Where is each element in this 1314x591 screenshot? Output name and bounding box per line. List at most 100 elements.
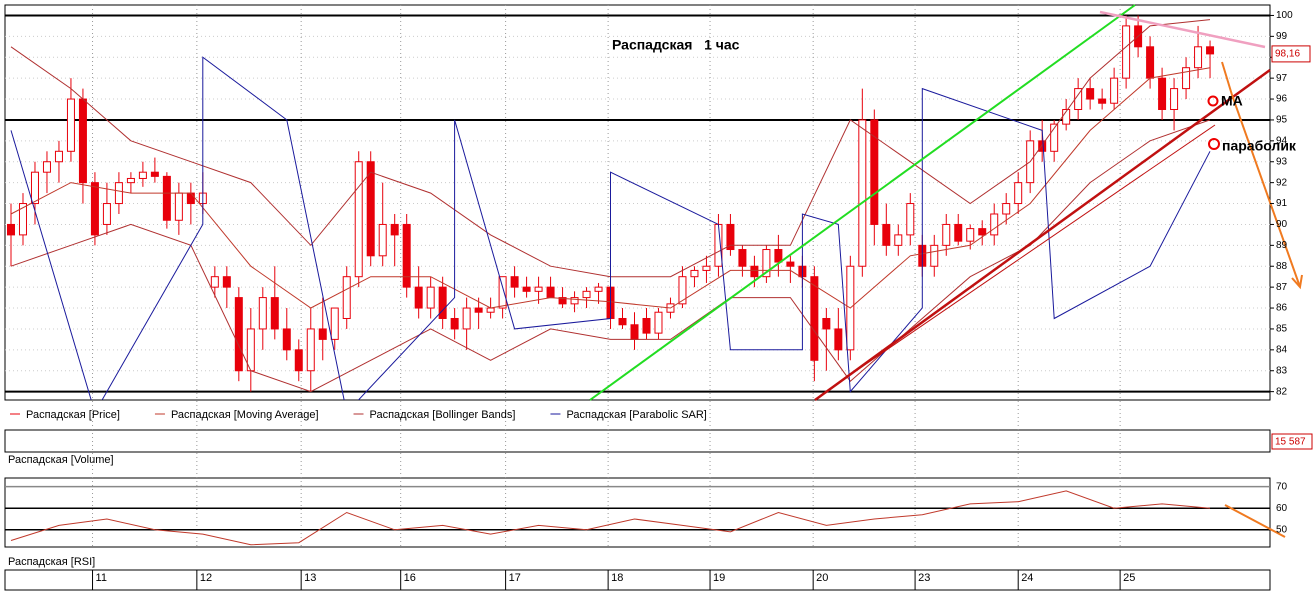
forecast-arrow xyxy=(1224,504,1286,538)
candle-body xyxy=(882,223,891,246)
panel-label: Распадская [Volume] xyxy=(8,454,114,466)
candle-body xyxy=(750,265,759,278)
candle-body xyxy=(990,213,999,236)
marker xyxy=(1208,138,1220,150)
x-tick-label: 16 xyxy=(404,572,416,584)
legend-label: Распадская [Bollinger Bands] xyxy=(370,409,516,421)
y-tick-label: 93 xyxy=(1276,156,1288,167)
candle-body xyxy=(1158,77,1167,110)
candle-body xyxy=(54,150,63,163)
candle-body xyxy=(810,276,819,361)
candle-body xyxy=(690,269,699,278)
x-tick-label: 12 xyxy=(200,572,212,584)
candle-body xyxy=(1014,182,1023,205)
y-tick-label: 89 xyxy=(1276,240,1288,251)
candle-body xyxy=(150,171,159,177)
candle-body xyxy=(558,297,567,305)
rsi-plot xyxy=(5,485,1270,546)
x-tick-label: 13 xyxy=(304,572,316,584)
candle-body xyxy=(102,203,111,225)
y-tick-label: 60 xyxy=(1276,503,1288,514)
x-tick-label: 23 xyxy=(918,572,930,584)
candle-body xyxy=(66,98,75,152)
candle-body xyxy=(894,234,903,246)
price-plot xyxy=(5,14,1270,400)
indicator-line xyxy=(10,119,1211,393)
candle-body xyxy=(90,182,99,236)
candle-body xyxy=(390,223,399,236)
candle-body xyxy=(426,286,435,309)
candle-body xyxy=(618,317,627,326)
x-tick-label: 20 xyxy=(816,572,828,584)
x-tick-label: 25 xyxy=(1123,572,1135,584)
annotation: параболик xyxy=(1222,138,1297,154)
candle-body xyxy=(378,223,387,257)
chart-title: Распадская 1 час xyxy=(612,37,740,53)
candle-body xyxy=(438,286,447,319)
legend-label: Распадская [Moving Average] xyxy=(171,409,319,421)
y-tick-label: 85 xyxy=(1276,324,1288,335)
x-tick-label: 18 xyxy=(611,572,623,584)
candle-body xyxy=(234,297,243,372)
candle-body xyxy=(1146,46,1155,79)
candle-body xyxy=(570,297,579,305)
time-axis xyxy=(4,569,1271,591)
candle-body xyxy=(930,244,939,267)
candle-body xyxy=(162,175,171,221)
candle-body xyxy=(726,223,735,251)
y-tick-label: 94 xyxy=(1276,135,1288,146)
candle-body xyxy=(330,307,339,340)
candle-body xyxy=(1086,88,1095,100)
arrow-head xyxy=(1291,274,1303,290)
candle-body xyxy=(402,223,411,288)
candle-body xyxy=(30,171,39,205)
y-tick-label: 70 xyxy=(1276,481,1288,492)
candle-body xyxy=(486,307,495,313)
candle-body xyxy=(834,328,843,351)
legend-label: Распадская [Price] xyxy=(26,409,120,421)
y-tick-label: 87 xyxy=(1276,282,1288,293)
candle-body xyxy=(294,349,303,372)
x-tick-label: 19 xyxy=(713,572,725,584)
candle-body xyxy=(546,286,555,299)
x-tick-label: 11 xyxy=(96,572,107,584)
candle-body xyxy=(1110,77,1119,104)
panel-label: Распадская [RSI] xyxy=(8,556,95,568)
trend-lines xyxy=(589,4,1303,538)
candle-body xyxy=(342,276,351,319)
volume-box xyxy=(1271,433,1313,450)
candle-body xyxy=(462,307,471,330)
last-price-box xyxy=(1271,45,1311,63)
x-tick-label: 17 xyxy=(509,572,521,584)
last-price-label: 98,16 xyxy=(1275,49,1300,60)
candle-body xyxy=(1050,123,1059,152)
candle-body xyxy=(318,328,327,340)
trend-line xyxy=(1099,10,1266,49)
candle-body xyxy=(126,177,135,184)
candle-body xyxy=(1170,88,1179,110)
candle-body xyxy=(1038,140,1047,152)
candle-body xyxy=(870,119,879,225)
candle-body xyxy=(630,324,639,340)
y-tick-label: 97 xyxy=(1276,73,1288,84)
legend-label: Распадская [Parabolic SAR] xyxy=(566,409,706,421)
candle-body xyxy=(1098,98,1107,104)
candle-body xyxy=(114,182,123,205)
y-tick-label: 95 xyxy=(1276,115,1288,126)
candle-body xyxy=(282,328,291,351)
candle-body xyxy=(222,276,231,288)
candle-body xyxy=(366,161,375,257)
y-tick-label: 99 xyxy=(1276,31,1288,42)
candle-body xyxy=(210,276,219,288)
candle-body xyxy=(786,261,795,267)
trend-line xyxy=(589,4,1136,401)
candle-body xyxy=(6,223,15,236)
grid xyxy=(5,5,1270,547)
y-tick-label: 92 xyxy=(1276,177,1288,188)
candle-body xyxy=(42,161,51,173)
candle-body xyxy=(978,228,987,236)
candle-body xyxy=(474,307,483,313)
candle-body xyxy=(1182,67,1191,90)
forecast-arrow xyxy=(1221,61,1301,288)
